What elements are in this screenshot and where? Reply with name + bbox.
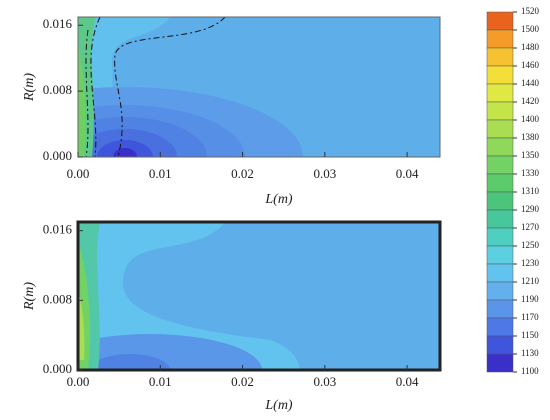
- colorbar-band: [486, 281, 514, 301]
- colorbar-band: [486, 155, 514, 175]
- x-axis-title: L(m): [264, 398, 293, 413]
- colorbar-band: [486, 29, 514, 49]
- x-tick-label: 0.04: [396, 374, 419, 389]
- colorbar-label: 1460: [521, 60, 540, 70]
- y-axis-title: R(m): [22, 73, 37, 102]
- colorbar-label: 1150: [521, 330, 539, 340]
- colorbar-label: 1500: [521, 24, 540, 34]
- colorbar-band: [486, 11, 514, 31]
- colorbar-band: [486, 209, 514, 229]
- colorbar-label: 1380: [521, 132, 540, 142]
- colorbar-label: 1440: [521, 78, 540, 88]
- colorbar-label: 1130: [521, 348, 539, 358]
- y-tick-label: 0.000: [43, 361, 72, 376]
- x-tick-label: 0.01: [149, 166, 172, 181]
- colorbar-band: [486, 317, 514, 337]
- colorbar: 1520 1500 1480 1460 1440 1420 1400 1380 1350 1330…: [486, 6, 540, 376]
- x-tick-label: 0.00: [67, 166, 90, 181]
- colorbar-label: 1100: [521, 366, 539, 376]
- contour-field: [78, 222, 440, 370]
- colorbar-band: [486, 119, 514, 139]
- colorbar-band: [486, 101, 514, 121]
- colorbar-band: [486, 47, 514, 67]
- colorbar-label: 1270: [521, 222, 540, 232]
- colorbar-band: [486, 137, 514, 157]
- colorbar-label: 1210: [521, 276, 540, 286]
- colorbar-label: 1350: [521, 150, 540, 160]
- colorbar-band: [486, 299, 514, 319]
- colorbar-band: [486, 353, 514, 373]
- y-tick-label: 0.016: [43, 222, 73, 237]
- x-axis-title: L(m): [264, 192, 293, 207]
- colorbar-band: [486, 263, 514, 283]
- contour-field: [78, 17, 440, 157]
- colorbar-label: 1250: [521, 240, 540, 250]
- colorbar-band: [486, 245, 514, 265]
- colorbar-label: 1170: [521, 312, 539, 322]
- colorbar-label: 1330: [521, 168, 540, 178]
- colorbar-band: [486, 65, 514, 85]
- x-tick-label: 0.03: [313, 374, 336, 389]
- y-tick-label: 0.016: [43, 16, 73, 31]
- y-axis-title: R(m): [22, 282, 37, 311]
- colorbar-label: 1290: [521, 204, 540, 214]
- colorbar-label: 1520: [521, 6, 540, 16]
- plot-frame: [76, 220, 442, 372]
- x-tick-label: 0.00: [67, 374, 90, 389]
- colorbar-band: [486, 191, 514, 211]
- colorbar-band: [486, 173, 514, 193]
- x-tick-label: 0.01: [149, 374, 172, 389]
- plot-frame: [77, 16, 441, 158]
- colorbar-band: [486, 83, 514, 103]
- colorbar-label: 1480: [521, 42, 540, 52]
- colorbar-band: [486, 335, 514, 355]
- x-tick-label: 0.02: [231, 166, 254, 181]
- colorbar-label: 1420: [521, 96, 540, 106]
- y-tick-label: 0.008: [43, 82, 72, 97]
- colorbar-band: [486, 227, 514, 247]
- colorbar-label: 1400: [521, 114, 540, 124]
- colorbar-label: 1310: [521, 186, 540, 196]
- y-tick-label: 0.000: [43, 148, 72, 163]
- y-tick-label: 0.008: [43, 291, 72, 306]
- x-tick-label: 0.04: [396, 166, 419, 181]
- colorbar-label: 1190: [521, 294, 539, 304]
- colorbar-label: 1230: [521, 258, 540, 268]
- x-tick-label: 0.02: [231, 374, 254, 389]
- x-tick-label: 0.03: [313, 166, 336, 181]
